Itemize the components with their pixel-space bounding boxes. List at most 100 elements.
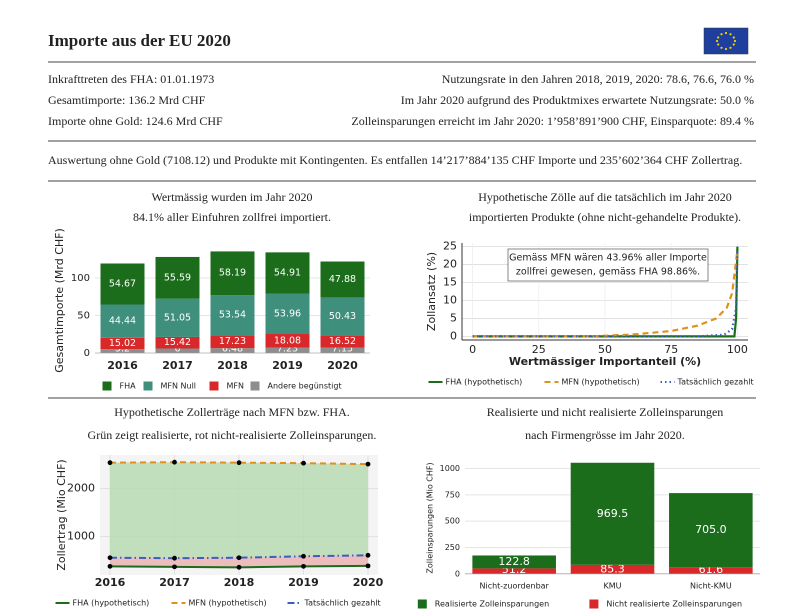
annotation-text: Gemäss MFN wären 43.96% aller Importe bbox=[509, 253, 707, 264]
data-point bbox=[172, 555, 177, 561]
info-text: Im Jahr 2020 aufgrund des Produktmixes e… bbox=[401, 93, 754, 107]
legend-label: MFN (hypothetisch) bbox=[189, 599, 267, 608]
bar-segment bbox=[320, 297, 365, 336]
data-label: 55.59 bbox=[164, 272, 191, 283]
data-label: 969.5 bbox=[597, 507, 629, 520]
chart: Hypothetische Zölle auf die tatsächlich … bbox=[425, 190, 754, 387]
bar-segment bbox=[320, 347, 365, 353]
x-tick-label: 2017 bbox=[162, 359, 193, 372]
chart: Hypothetische Zollerträge nach MFN bzw. … bbox=[55, 405, 384, 608]
bar-segment bbox=[210, 295, 255, 336]
bar-segment bbox=[669, 493, 753, 568]
y-tick-label: 2000 bbox=[67, 482, 95, 495]
y-tick-label: 250 bbox=[445, 543, 460, 552]
x-tick-label: 2020 bbox=[353, 576, 384, 589]
info-text: Gesamtimporte: 136.2 Mrd CHF bbox=[48, 93, 206, 107]
bar-segment bbox=[155, 256, 200, 299]
chart: Realisierte und nicht realisierte Zollei… bbox=[417, 405, 760, 609]
info-text: Inkrafttreten des FHA: 01.01.1973 bbox=[48, 72, 214, 86]
bar-segment bbox=[155, 298, 200, 337]
y-axis-label: Gesamtimporte (Mrd CHF) bbox=[53, 228, 66, 373]
bar-segment bbox=[210, 251, 255, 296]
y-tick-label: 50 bbox=[77, 311, 90, 322]
bar-segment bbox=[100, 337, 145, 350]
data-label: 705.0 bbox=[695, 523, 727, 536]
x-tick-label: 50 bbox=[598, 343, 612, 356]
legend-swatch bbox=[143, 381, 153, 391]
legend-label: Nicht realisierte Zolleinsparungen bbox=[606, 600, 742, 609]
y-tick-label: 0 bbox=[84, 348, 90, 359]
data-point bbox=[365, 461, 371, 467]
data-label: 7.23 bbox=[277, 344, 298, 355]
line-series bbox=[472, 250, 739, 338]
data-label: 17.23 bbox=[219, 336, 246, 347]
legend-label: MFN bbox=[227, 382, 245, 391]
legend-label: FHA bbox=[120, 382, 137, 391]
data-label: 85.3 bbox=[600, 562, 625, 575]
bar-segment bbox=[320, 335, 365, 348]
data-point bbox=[107, 555, 113, 561]
y-tick-label: 20 bbox=[443, 258, 457, 271]
y-axis-label: Zollansatz (%) bbox=[425, 252, 438, 331]
x-tick-label: 75 bbox=[664, 343, 678, 356]
line-series bbox=[109, 461, 369, 466]
data-label: 53.54 bbox=[219, 310, 246, 321]
y-axis-label: Zollertrag (Mio CHF) bbox=[55, 459, 68, 570]
data-label: 7.15 bbox=[332, 344, 353, 355]
bar-segment bbox=[155, 348, 200, 353]
y-tick-label: 750 bbox=[445, 490, 460, 499]
x-tick-label: 100 bbox=[727, 343, 748, 356]
bar-segment bbox=[100, 349, 145, 353]
data-label: 50.43 bbox=[329, 311, 356, 322]
data-label: 6.48 bbox=[222, 344, 243, 355]
x-axis-label: Wertmässiger Importanteil (%) bbox=[509, 355, 701, 368]
bar-segment bbox=[570, 462, 655, 565]
y-tick-label: 5 bbox=[450, 311, 457, 324]
chart-title: Grün zeigt realisierte, rot nicht-realis… bbox=[88, 428, 377, 442]
data-point bbox=[365, 552, 371, 558]
y-tick-label: 1000 bbox=[440, 464, 460, 473]
x-tick-label: 25 bbox=[532, 343, 546, 356]
bar-segment bbox=[320, 261, 365, 298]
annotation-text: zollfrei gewesen, gemäss FHA 98.86%. bbox=[516, 267, 700, 278]
legend-label: MFN (hypothetisch) bbox=[562, 378, 640, 387]
data-label: 51.05 bbox=[164, 312, 191, 323]
bar-segment bbox=[265, 252, 310, 294]
info-text: Importe ohne Gold: 124.6 Mrd CHF bbox=[48, 114, 223, 128]
legend-swatch bbox=[209, 381, 219, 391]
note-text: Auswertung ohne Gold (7108.12) und Produ… bbox=[48, 153, 742, 167]
bar-segment bbox=[265, 334, 310, 348]
bar-segment bbox=[265, 293, 310, 335]
chart-title: Hypothetische Zölle auf die tatsächlich … bbox=[478, 190, 732, 204]
data-label: 53.96 bbox=[274, 308, 301, 319]
y-tick-label: 0 bbox=[455, 569, 460, 578]
legend-swatch bbox=[417, 599, 427, 609]
data-point bbox=[172, 459, 177, 465]
legend-swatch bbox=[250, 381, 260, 391]
legend-label: Andere begünstigt bbox=[268, 382, 342, 391]
data-point bbox=[236, 564, 242, 570]
data-label: 122.8 bbox=[498, 555, 530, 568]
y-tick-label: 25 bbox=[443, 240, 457, 253]
data-label: 6 bbox=[174, 344, 180, 355]
data-label: 15.42 bbox=[164, 337, 191, 348]
data-point bbox=[236, 555, 242, 561]
bar-segment bbox=[210, 348, 255, 353]
y-tick-label: 1000 bbox=[67, 530, 95, 543]
legend-label: Tatsächlich gezahlt bbox=[304, 599, 381, 608]
eu-flag bbox=[703, 27, 749, 55]
bar-segment bbox=[265, 347, 310, 353]
chart-title: Wertmässig wurden im Jahr 2020 bbox=[151, 190, 312, 204]
data-label: 15.02 bbox=[109, 338, 136, 349]
x-tick-label: 2019 bbox=[288, 576, 319, 589]
data-point bbox=[107, 563, 113, 569]
chart: Wertmässig wurden im Jahr 2020 84.1% alle… bbox=[53, 190, 370, 391]
data-label: 16.52 bbox=[329, 336, 356, 347]
bar-segment bbox=[669, 567, 753, 574]
info-text: Nutzungsrate in den Jahren 2018, 2019, 2… bbox=[442, 72, 754, 86]
data-label: 54.67 bbox=[109, 279, 136, 290]
legend-label: MFN Null bbox=[161, 382, 197, 391]
x-tick-label: 2019 bbox=[272, 359, 303, 372]
chart-title: 84.1% aller Einfuhren zollfrei importier… bbox=[133, 210, 331, 224]
